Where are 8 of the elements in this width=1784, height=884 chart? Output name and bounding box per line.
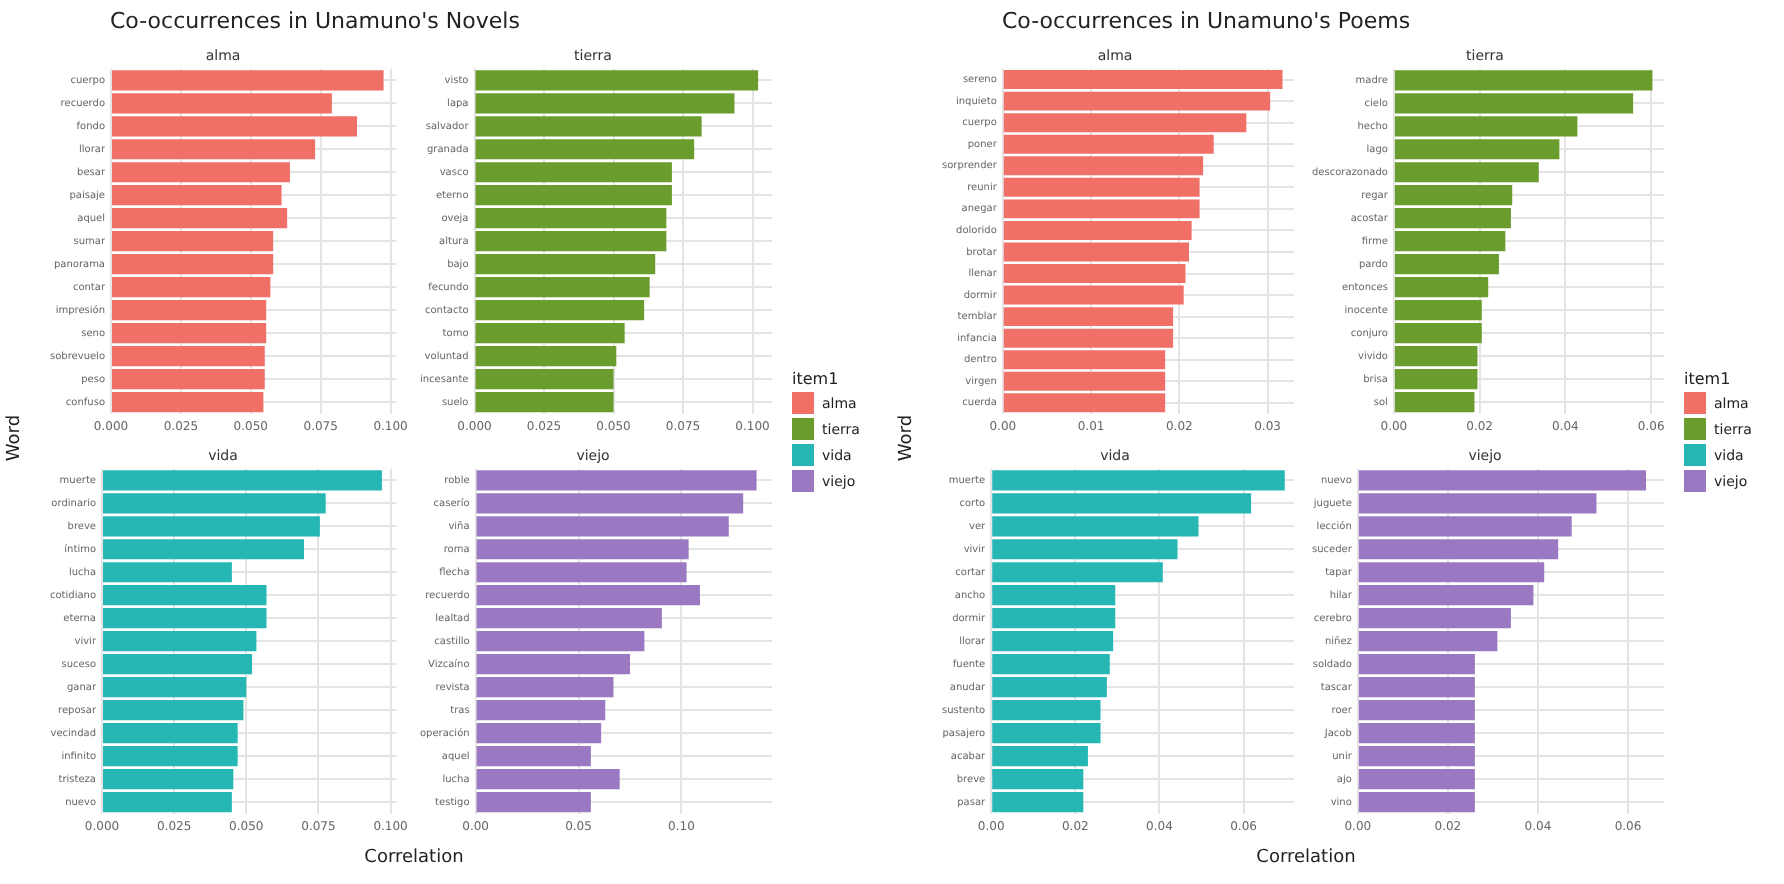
- y-axis-title: Word: [5, 414, 26, 462]
- legend-title: item1: [792, 370, 841, 388]
- x-axis-title: Correlation: [362, 848, 466, 868]
- chart-title: Co-occurrences in Unamuno's Novels: [110, 8, 520, 34]
- chart-title: Co-occurrences in Unamuno's Poems: [1002, 8, 1411, 34]
- legend-title: item1: [1684, 370, 1733, 388]
- y-axis-title: Word: [897, 414, 918, 462]
- x-axis-title: Correlation: [1254, 848, 1358, 868]
